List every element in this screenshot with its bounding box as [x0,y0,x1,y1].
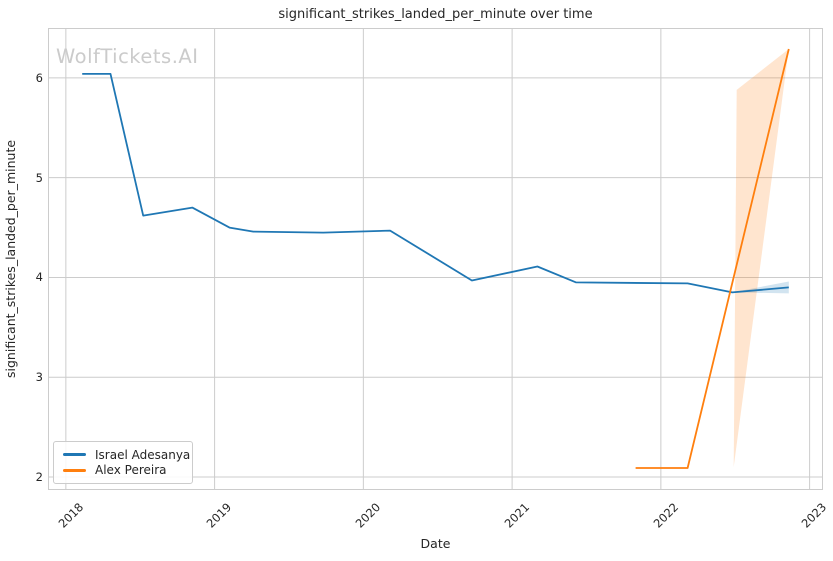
confidence-band-1 [733,49,789,467]
legend: Israel Adesanya Alex Pereira [53,441,193,484]
series-line-1 [635,48,790,469]
y-tick-label: 6 [35,70,43,85]
x-axis-label: Date [420,536,451,551]
legend-item-alex-pereira: Alex Pereira [63,463,183,477]
watermark: WolfTickets.AI [56,45,199,68]
legend-line-swatch-blue [63,453,86,457]
y-tick-label: 4 [35,270,43,285]
plot-area-border [48,28,823,490]
legend-label: Israel Adesanya [95,447,191,462]
legend-item-israel-adesanya: Israel Adesanya [63,448,190,462]
y-tick-label: 3 [35,370,43,385]
series-line-0 [82,73,789,294]
legend-line-swatch-orange [63,468,86,472]
chart-title: significant_strikes_landed_per_minute ov… [278,7,593,22]
legend-label: Alex Pereira [95,463,167,478]
y-tick-label: 2 [35,470,43,485]
y-axis-label: significant_strikes_landed_per_minute [3,139,18,379]
y-tick-label: 5 [35,170,43,185]
